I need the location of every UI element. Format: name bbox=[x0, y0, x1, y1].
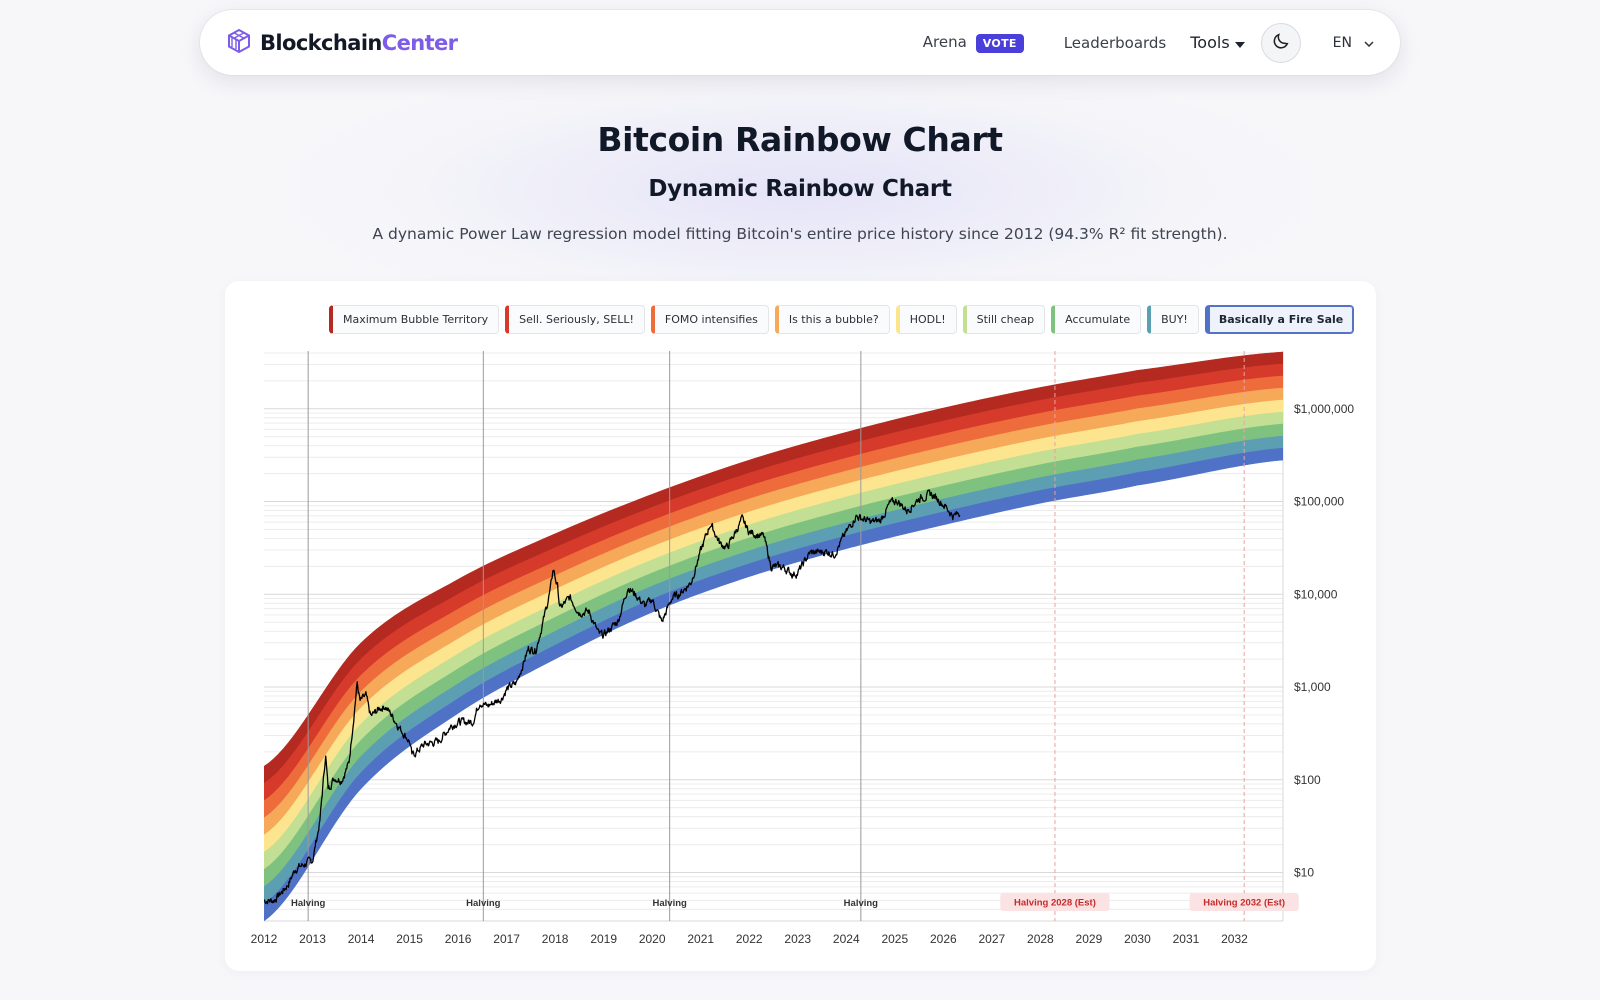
halving-markers: Halving Halving Halving Halving Halving 2028… bbox=[291, 351, 1299, 921]
moon-icon bbox=[1272, 32, 1290, 54]
page-title: Bitcoin Rainbow Chart bbox=[597, 120, 1003, 159]
nav-tools-dropdown[interactable]: Tools bbox=[1190, 33, 1245, 52]
legend-item-6[interactable]: Still cheap bbox=[962, 305, 1046, 334]
page-description: A dynamic Power Law regression model fit… bbox=[372, 225, 1228, 243]
x-axis: 2012 2013 2014 2015 2016 2017 2018 2019 2020 2021… bbox=[251, 932, 1248, 946]
legend-item-4[interactable]: Is this a bubble? bbox=[774, 305, 890, 334]
halving-label-estimated: Halving 2032 (Est) bbox=[1203, 898, 1285, 909]
x-tick-label: 2032 bbox=[1221, 932, 1248, 946]
legend-item-3[interactable]: FOMO intensifies bbox=[650, 305, 769, 334]
x-tick-label: 2021 bbox=[687, 932, 714, 946]
halving-label-bg bbox=[1000, 893, 1110, 911]
legend-item-8[interactable]: BUY! bbox=[1147, 305, 1199, 334]
x-tick-label: 2023 bbox=[784, 932, 811, 946]
x-tick-label: 2029 bbox=[1076, 932, 1103, 946]
rainbow-chart: Halving Halving Halving Halving Halving 2028… bbox=[251, 351, 1354, 946]
language-selector[interactable]: EN bbox=[1333, 35, 1374, 51]
halving-label-bg bbox=[1189, 893, 1299, 911]
rainbow-bands bbox=[264, 351, 1283, 921]
halving-label: Halving bbox=[653, 898, 688, 909]
x-tick-label: 2028 bbox=[1027, 932, 1054, 946]
y-tick-label: $100,000 bbox=[1294, 495, 1344, 509]
brand-name-part1: Blockchain bbox=[260, 30, 382, 55]
x-tick-label: 2030 bbox=[1124, 932, 1151, 946]
x-tick-label: 2013 bbox=[299, 932, 326, 946]
x-tick-label: 2031 bbox=[1173, 932, 1200, 946]
nav-tools-label: Tools bbox=[1190, 33, 1230, 52]
y-tick-label: $10 bbox=[1294, 866, 1314, 880]
band-legend: Maximum Bubble Territory Sell. Seriously,… bbox=[329, 305, 1355, 334]
x-tick-label: 2019 bbox=[590, 932, 617, 946]
caret-down-icon bbox=[1234, 33, 1245, 52]
x-tick-label: 2017 bbox=[493, 932, 520, 946]
x-tick-label: 2014 bbox=[348, 932, 375, 946]
halving-label: Halving bbox=[291, 898, 326, 909]
page-subtitle: Dynamic Rainbow Chart bbox=[648, 176, 952, 202]
theme-toggle-button[interactable] bbox=[1260, 22, 1301, 63]
vote-badge: VOTE bbox=[975, 33, 1024, 53]
x-tick-label: 2024 bbox=[833, 932, 860, 946]
x-tick-label: 2018 bbox=[542, 932, 569, 946]
legend-item-5[interactable]: HODL! bbox=[895, 305, 957, 334]
y-axis: $10 $100 $1,000 $10,000 $100,000 $1,000,000 bbox=[1294, 402, 1354, 880]
brand-name: BlockchainCenter bbox=[260, 30, 458, 55]
rainbow-band-9 bbox=[264, 447, 1283, 921]
y-tick-label: $10,000 bbox=[1294, 587, 1338, 601]
chevron-down-icon bbox=[1364, 35, 1374, 51]
brand-logo[interactable]: BlockchainCenter bbox=[226, 28, 458, 58]
legend-item-2[interactable]: Sell. Seriously, SELL! bbox=[505, 305, 645, 334]
halving-label: Halving bbox=[466, 898, 501, 909]
halving-label: Halving bbox=[844, 898, 879, 909]
legend-item-9[interactable]: Basically a Fire Sale bbox=[1204, 305, 1355, 334]
blockchain-cube-icon bbox=[226, 28, 252, 58]
x-tick-label: 2025 bbox=[881, 932, 908, 946]
top-navbar: BlockchainCenter Arena VOTE Leaderboards … bbox=[200, 10, 1400, 75]
x-tick-label: 2020 bbox=[639, 932, 666, 946]
x-tick-label: 2022 bbox=[736, 932, 763, 946]
x-tick-label: 2015 bbox=[396, 932, 423, 946]
halving-label-estimated: Halving 2028 (Est) bbox=[1014, 898, 1096, 909]
legend-item-7[interactable]: Accumulate bbox=[1051, 305, 1142, 334]
y-tick-label: $100 bbox=[1294, 773, 1321, 787]
nav-leaderboards[interactable]: Leaderboards bbox=[1063, 33, 1167, 52]
y-tick-label: $1,000 bbox=[1294, 680, 1331, 694]
nav-arena[interactable]: Arena VOTE bbox=[923, 33, 1024, 53]
legend-item-1[interactable]: Maximum Bubble Territory bbox=[329, 305, 500, 334]
nav-arena-label: Arena bbox=[922, 32, 967, 51]
x-tick-label: 2016 bbox=[445, 932, 472, 946]
brand-name-part2: Center bbox=[381, 30, 458, 55]
price-series bbox=[264, 489, 961, 905]
price-line bbox=[264, 489, 961, 905]
y-tick-label: $1,000,000 bbox=[1294, 402, 1354, 416]
x-tick-label: 2027 bbox=[979, 932, 1006, 946]
x-tick-label: 2026 bbox=[930, 932, 957, 946]
x-tick-label: 2012 bbox=[251, 932, 278, 946]
language-label: EN bbox=[1332, 34, 1352, 51]
